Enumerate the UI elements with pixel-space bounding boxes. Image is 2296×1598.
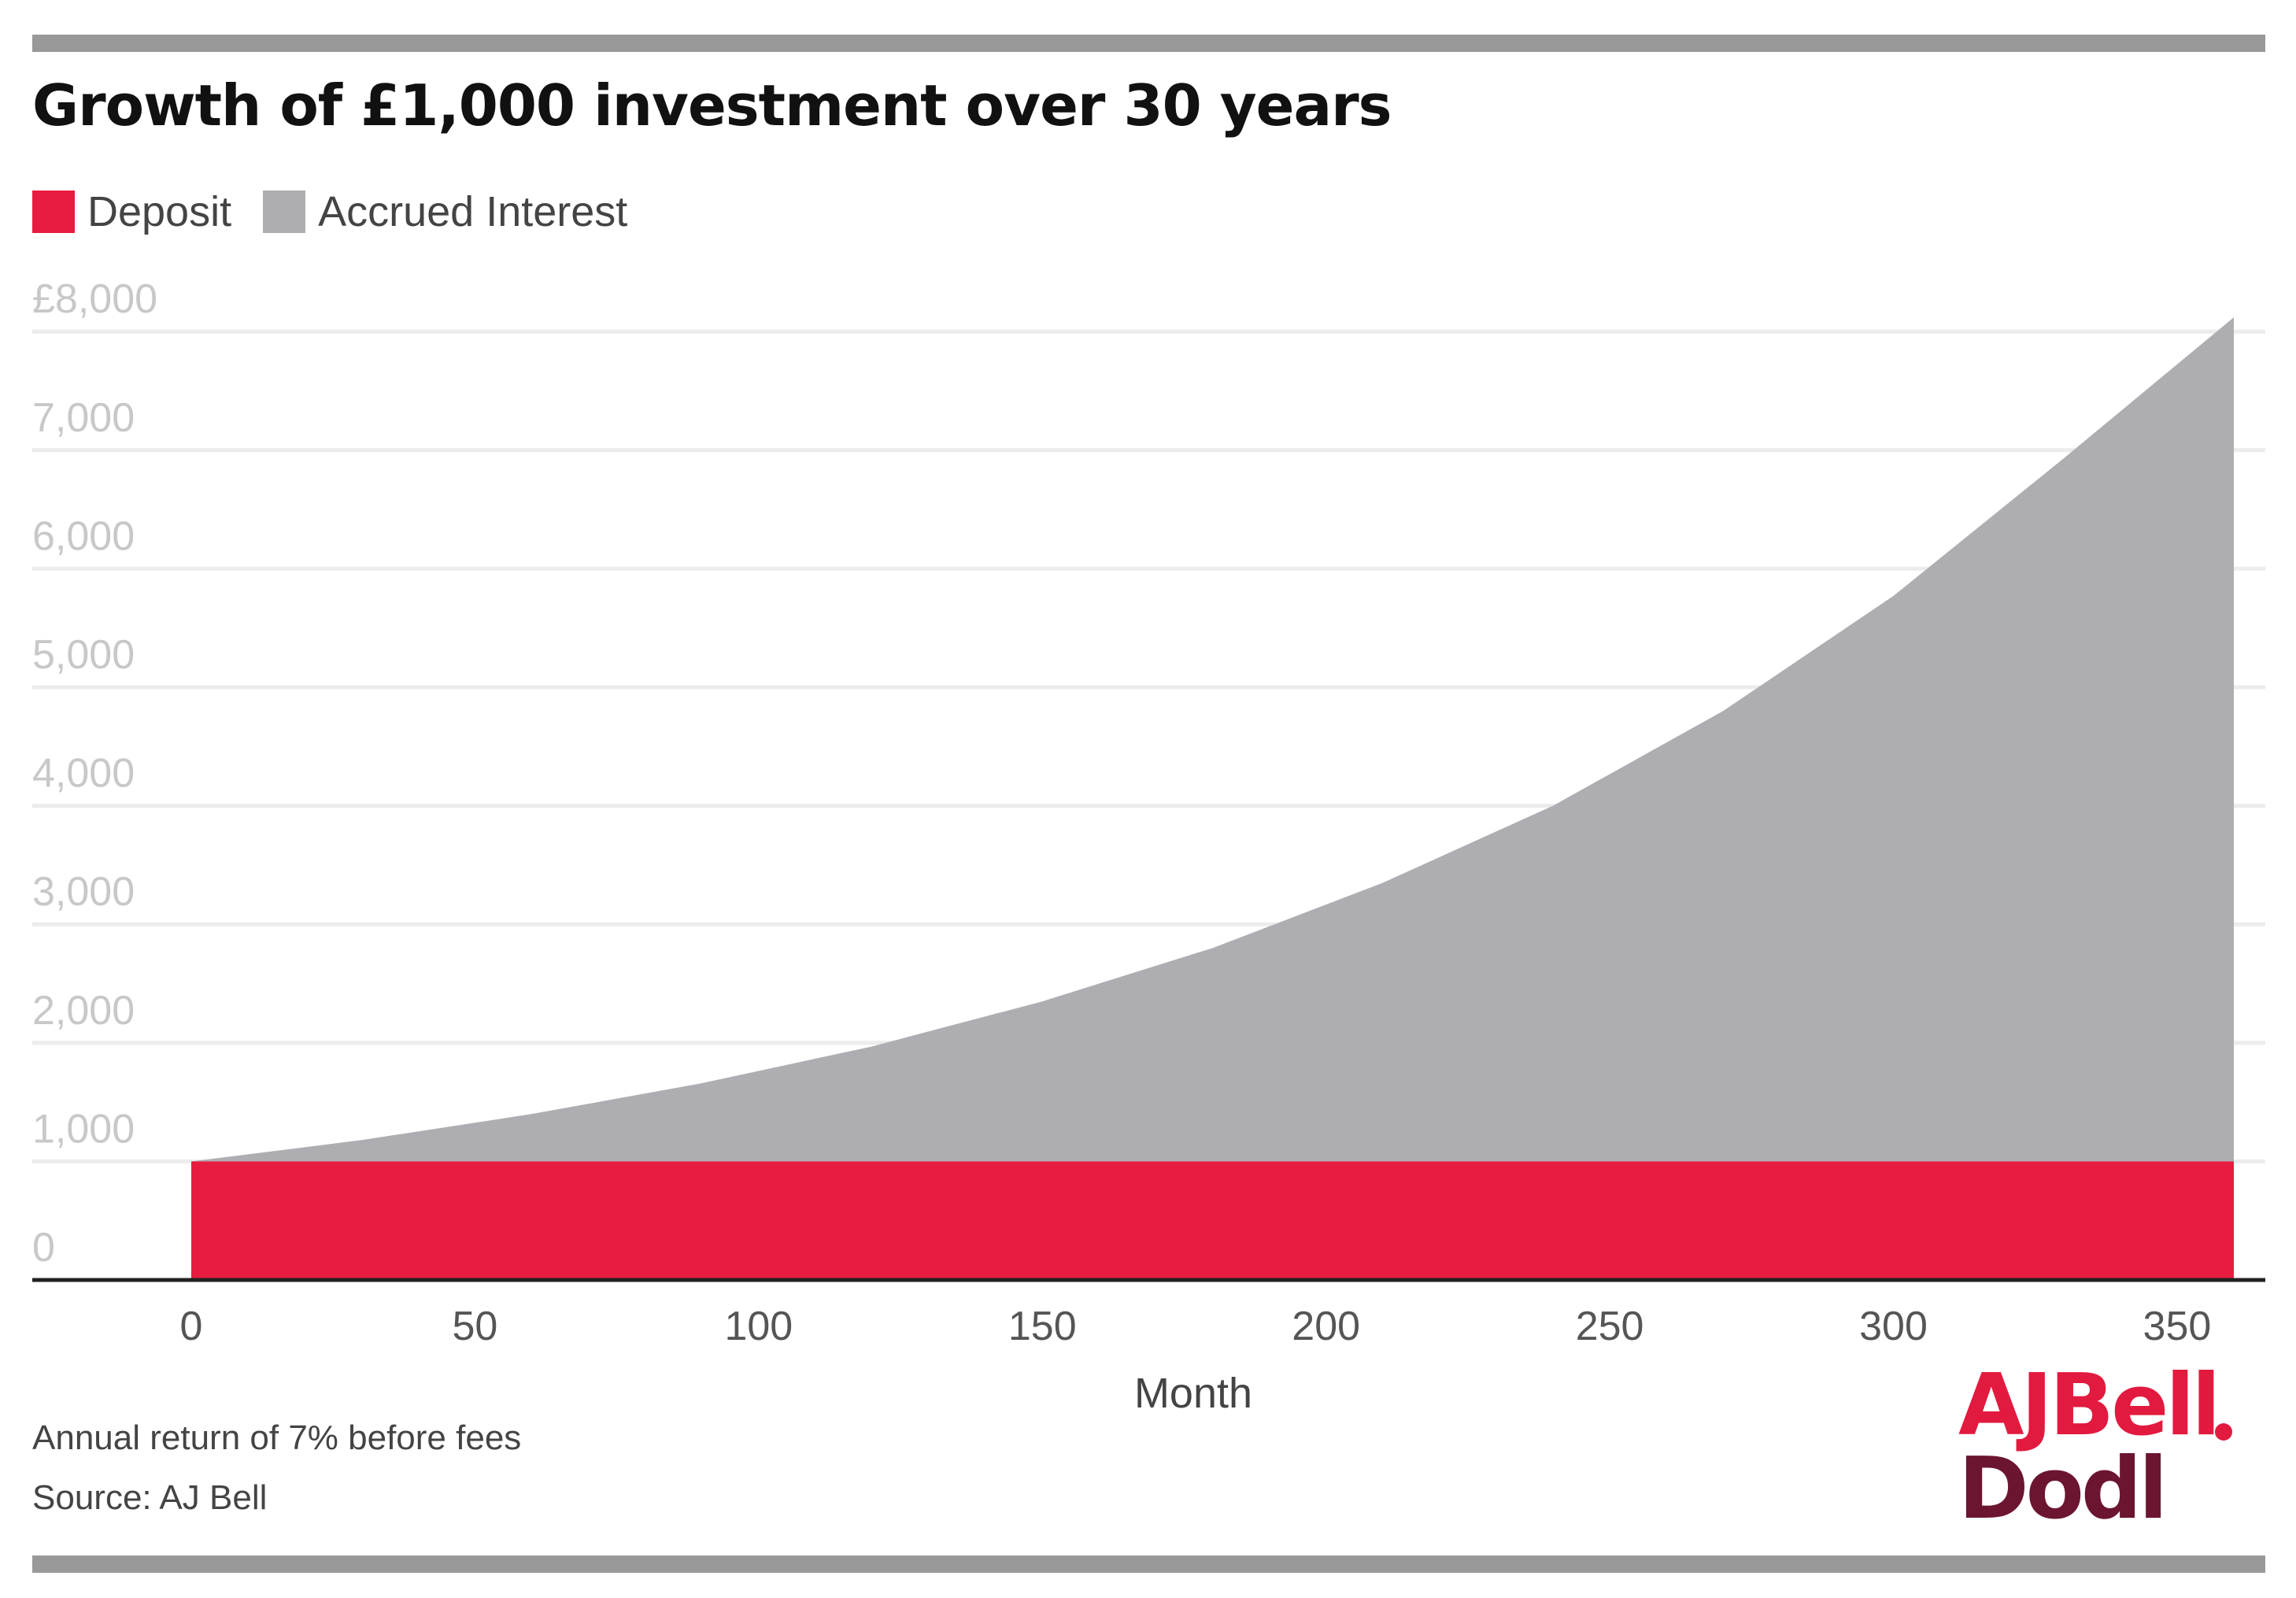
y-tick-label: 4,000 xyxy=(32,751,135,797)
y-tick-label: 5,000 xyxy=(32,632,135,678)
y-tick-label: 6,000 xyxy=(32,513,135,559)
legend-swatch-accrued-interest xyxy=(263,191,306,233)
legend-label-deposit: Deposit xyxy=(87,188,232,235)
chart-title: Growth of £1,000 investment over 30 year… xyxy=(32,72,1392,139)
logo-bell-dot xyxy=(2215,1423,2232,1441)
logo-line-ajbell: AJBell xyxy=(1958,1356,2220,1455)
x-tick-label: 300 xyxy=(1859,1304,1928,1349)
x-axis-label: Month xyxy=(1134,1370,1252,1417)
x-tick-label: 350 xyxy=(2143,1304,2212,1349)
source-note: Source: AJ Bell xyxy=(32,1478,268,1517)
legend-item-deposit: Deposit xyxy=(32,187,231,236)
bottom-rule xyxy=(32,1555,2265,1573)
top-rule xyxy=(32,35,2265,52)
x-tick-label: 100 xyxy=(724,1304,793,1349)
area-accrued-interest xyxy=(191,317,2234,1162)
x-tick-label: 250 xyxy=(1576,1304,1644,1349)
legend-label-accrued-interest: Accrued Interest xyxy=(318,188,628,235)
legend-swatch-deposit xyxy=(32,191,75,233)
legend-item-accrued-interest: Accrued Interest xyxy=(263,187,627,236)
brand-logo: AJBell Dodl xyxy=(1958,1356,2220,1538)
y-tick-label: 3,000 xyxy=(32,869,135,915)
return-note: Annual return of 7% before fees xyxy=(32,1419,522,1457)
x-tick-label: 150 xyxy=(1008,1304,1077,1349)
area-deposit xyxy=(191,1161,2234,1280)
y-tick-label: 7,000 xyxy=(32,395,135,441)
y-tick-label: 1,000 xyxy=(32,1106,135,1152)
legend: Deposit Accrued Interest xyxy=(32,186,659,238)
y-tick-label: £8,000 xyxy=(32,276,157,322)
logo-line-dodl: Dodl xyxy=(1958,1440,2168,1538)
x-tick-label: 50 xyxy=(452,1304,497,1349)
x-tick-label: 200 xyxy=(1292,1304,1360,1349)
y-tick-label: 2,000 xyxy=(32,988,135,1034)
y-tick-label: 0 xyxy=(32,1225,55,1271)
x-tick-label: 0 xyxy=(180,1304,203,1349)
